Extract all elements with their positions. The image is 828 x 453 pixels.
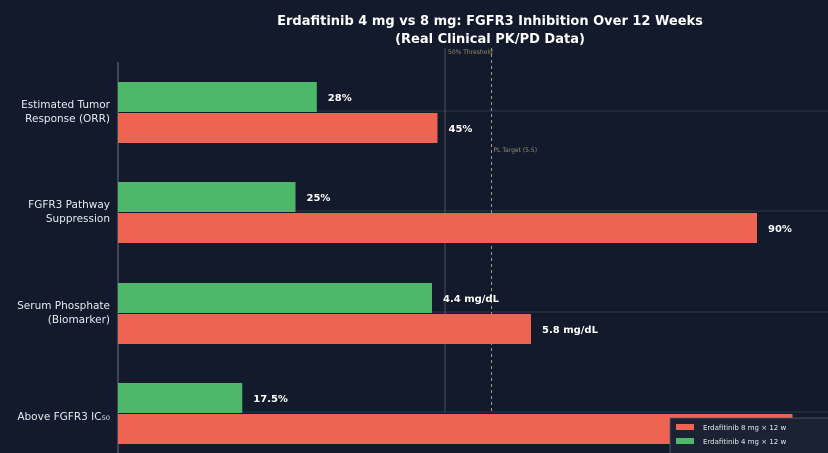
category-label: Above FGFR3 IC₅₀ <box>17 411 110 423</box>
legend-swatch <box>676 438 694 444</box>
category-label: Suppression <box>46 213 110 225</box>
legend-label: Erdafitinib 8 mg × 12 w <box>703 424 786 432</box>
legend-swatch <box>676 424 694 430</box>
bar <box>118 113 438 143</box>
bar <box>118 383 243 413</box>
category-label: (Biomarker) <box>48 314 110 326</box>
bar <box>118 182 296 212</box>
bar <box>118 213 757 243</box>
bar-value-label: 90% <box>768 224 792 235</box>
bar-value-label: 5.8 mg/dL <box>542 325 599 336</box>
chart-title: Erdafitinib 4 mg vs 8 mg: FGFR3 Inhibiti… <box>277 14 703 29</box>
chart-subtitle: (Real Clinical PK/PD Data) <box>395 32 585 47</box>
category-label: Response (ORR) <box>25 113 110 125</box>
category-label: Serum Phosphate <box>17 300 110 312</box>
bar <box>118 283 432 313</box>
bar <box>118 82 317 112</box>
bar-value-label: 25% <box>307 193 331 204</box>
category-label: Estimated Tumor <box>21 99 111 111</box>
bar-value-label: 28% <box>328 93 352 104</box>
reference-line-label: 50% Threshold <box>448 49 493 56</box>
bar <box>118 314 531 344</box>
reference-line-label: PL Target (5.5) <box>494 147 538 154</box>
legend-label: Erdafitinib 4 mg × 12 w <box>703 438 786 446</box>
legend-box <box>669 417 828 453</box>
category-label: FGFR3 Pathway <box>28 199 110 211</box>
bar-value-label: 17.5% <box>253 394 288 405</box>
bar-value-label: 4.4 mg/dL <box>443 294 500 305</box>
bar-value-label: 45% <box>449 124 473 135</box>
